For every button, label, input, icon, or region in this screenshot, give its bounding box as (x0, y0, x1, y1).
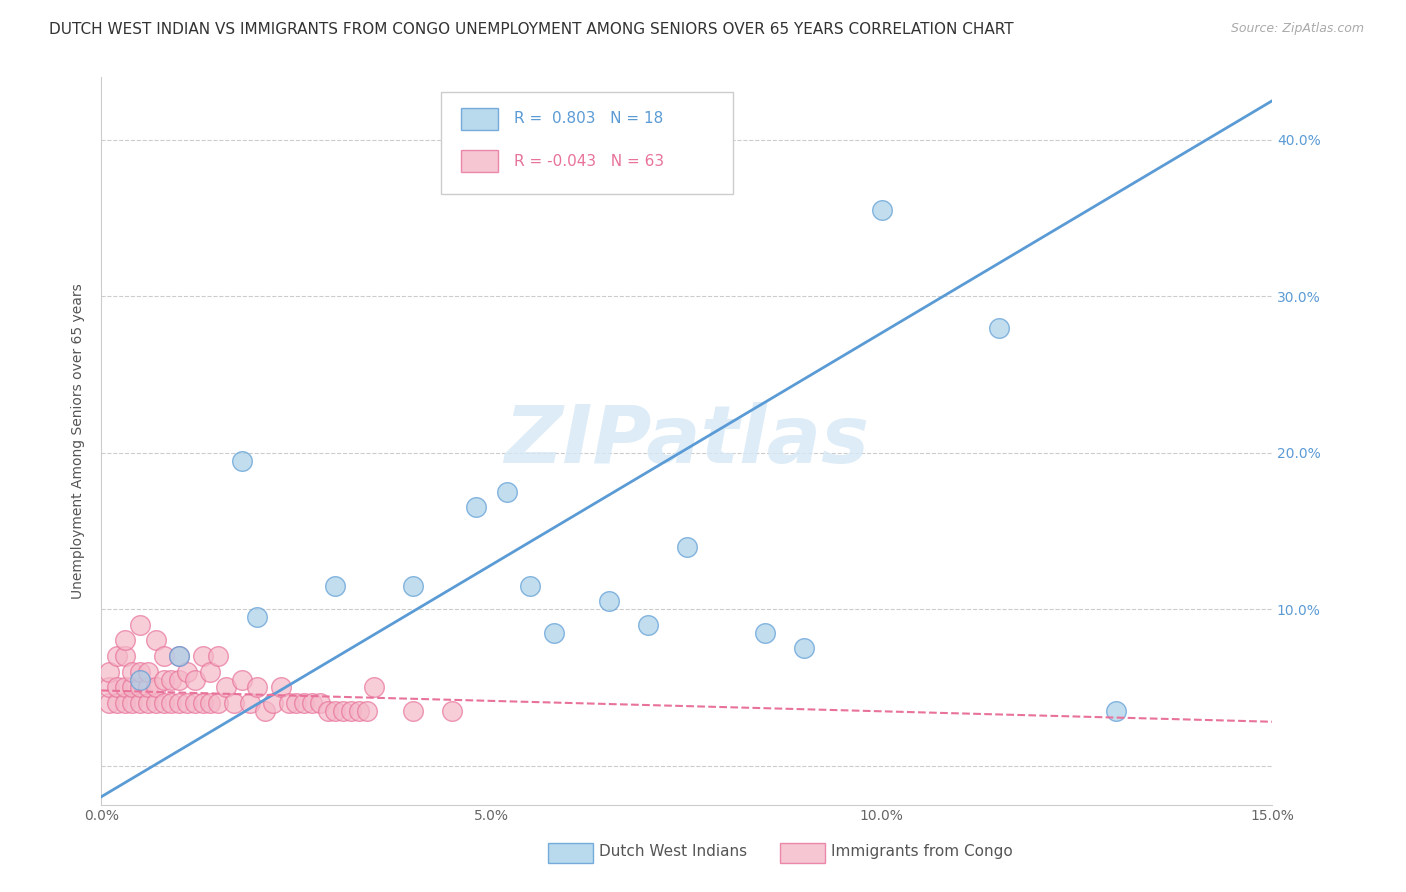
Point (136, 696, 159, 710)
Point (152, 673, 174, 687)
Point (262, 696, 284, 710)
Point (277, 696, 299, 710)
FancyBboxPatch shape (461, 150, 498, 172)
Point (114, 648, 136, 663)
Point (167, 696, 190, 710)
Point (231, 453, 253, 467)
Point (270, 681, 292, 695)
Point (754, 625, 776, 640)
Point (121, 665, 143, 679)
Point (340, 704, 363, 718)
Point (105, 681, 128, 695)
Point (246, 681, 269, 695)
Point (105, 648, 128, 663)
Point (129, 665, 152, 679)
Point (207, 648, 229, 663)
Point (464, 500, 486, 515)
Point (325, 579, 347, 593)
Point (129, 617, 152, 632)
Point (675, 540, 697, 554)
Point (152, 648, 174, 663)
Text: Dutch West Indians: Dutch West Indians (599, 845, 747, 859)
Point (441, 704, 464, 718)
Point (105, 696, 128, 710)
Point (145, 633, 167, 648)
Point (98, 696, 121, 710)
Point (191, 648, 214, 663)
Point (793, 641, 815, 656)
Point (184, 673, 207, 687)
Point (167, 648, 190, 663)
Point (98, 681, 121, 695)
Point (356, 704, 378, 718)
Point (598, 594, 620, 608)
Point (519, 579, 541, 593)
Point (207, 696, 229, 710)
Point (136, 665, 159, 679)
Point (167, 673, 190, 687)
Text: Source: ZipAtlas.com: Source: ZipAtlas.com (1230, 22, 1364, 36)
Point (496, 484, 519, 499)
Point (363, 681, 385, 695)
Text: DUTCH WEST INDIAN VS IMMIGRANTS FROM CONGO UNEMPLOYMENT AMONG SENIORS OVER 65 YE: DUTCH WEST INDIAN VS IMMIGRANTS FROM CON… (49, 22, 1014, 37)
Point (145, 681, 167, 695)
Point (176, 696, 198, 710)
Point (200, 665, 222, 679)
Point (254, 704, 277, 718)
Point (1105, 704, 1128, 718)
Point (292, 696, 315, 710)
Point (316, 704, 339, 718)
Point (121, 681, 143, 695)
Point (98, 665, 121, 679)
Point (231, 673, 253, 687)
Point (870, 203, 893, 218)
Point (222, 696, 245, 710)
Text: R =  0.803   N = 18: R = 0.803 N = 18 (515, 112, 664, 127)
Y-axis label: Unemployment Among Seniors over 65 years: Unemployment Among Seniors over 65 years (72, 283, 86, 599)
Point (987, 320, 1010, 334)
Point (129, 681, 152, 695)
Point (637, 617, 659, 632)
Point (167, 648, 190, 663)
Point (238, 696, 260, 710)
Point (114, 696, 136, 710)
FancyBboxPatch shape (461, 108, 498, 130)
Point (285, 696, 308, 710)
Text: ZIPatlas: ZIPatlas (505, 402, 869, 480)
Point (402, 704, 425, 718)
Point (114, 681, 136, 695)
Point (129, 696, 152, 710)
Point (332, 704, 354, 718)
Point (301, 696, 323, 710)
Point (543, 625, 565, 640)
Point (184, 696, 207, 710)
Text: Immigrants from Congo: Immigrants from Congo (831, 845, 1012, 859)
Point (347, 704, 370, 718)
Point (191, 696, 214, 710)
Point (152, 696, 174, 710)
Point (160, 673, 183, 687)
Point (246, 610, 269, 624)
Point (136, 681, 159, 695)
Point (308, 696, 330, 710)
Point (121, 696, 143, 710)
Point (200, 696, 222, 710)
Point (145, 696, 167, 710)
Point (160, 696, 183, 710)
Point (402, 579, 425, 593)
Point (176, 665, 198, 679)
Point (215, 681, 238, 695)
FancyBboxPatch shape (440, 92, 734, 194)
Point (325, 704, 347, 718)
Text: R = -0.043   N = 63: R = -0.043 N = 63 (515, 153, 665, 169)
Point (114, 633, 136, 648)
Point (129, 673, 152, 687)
